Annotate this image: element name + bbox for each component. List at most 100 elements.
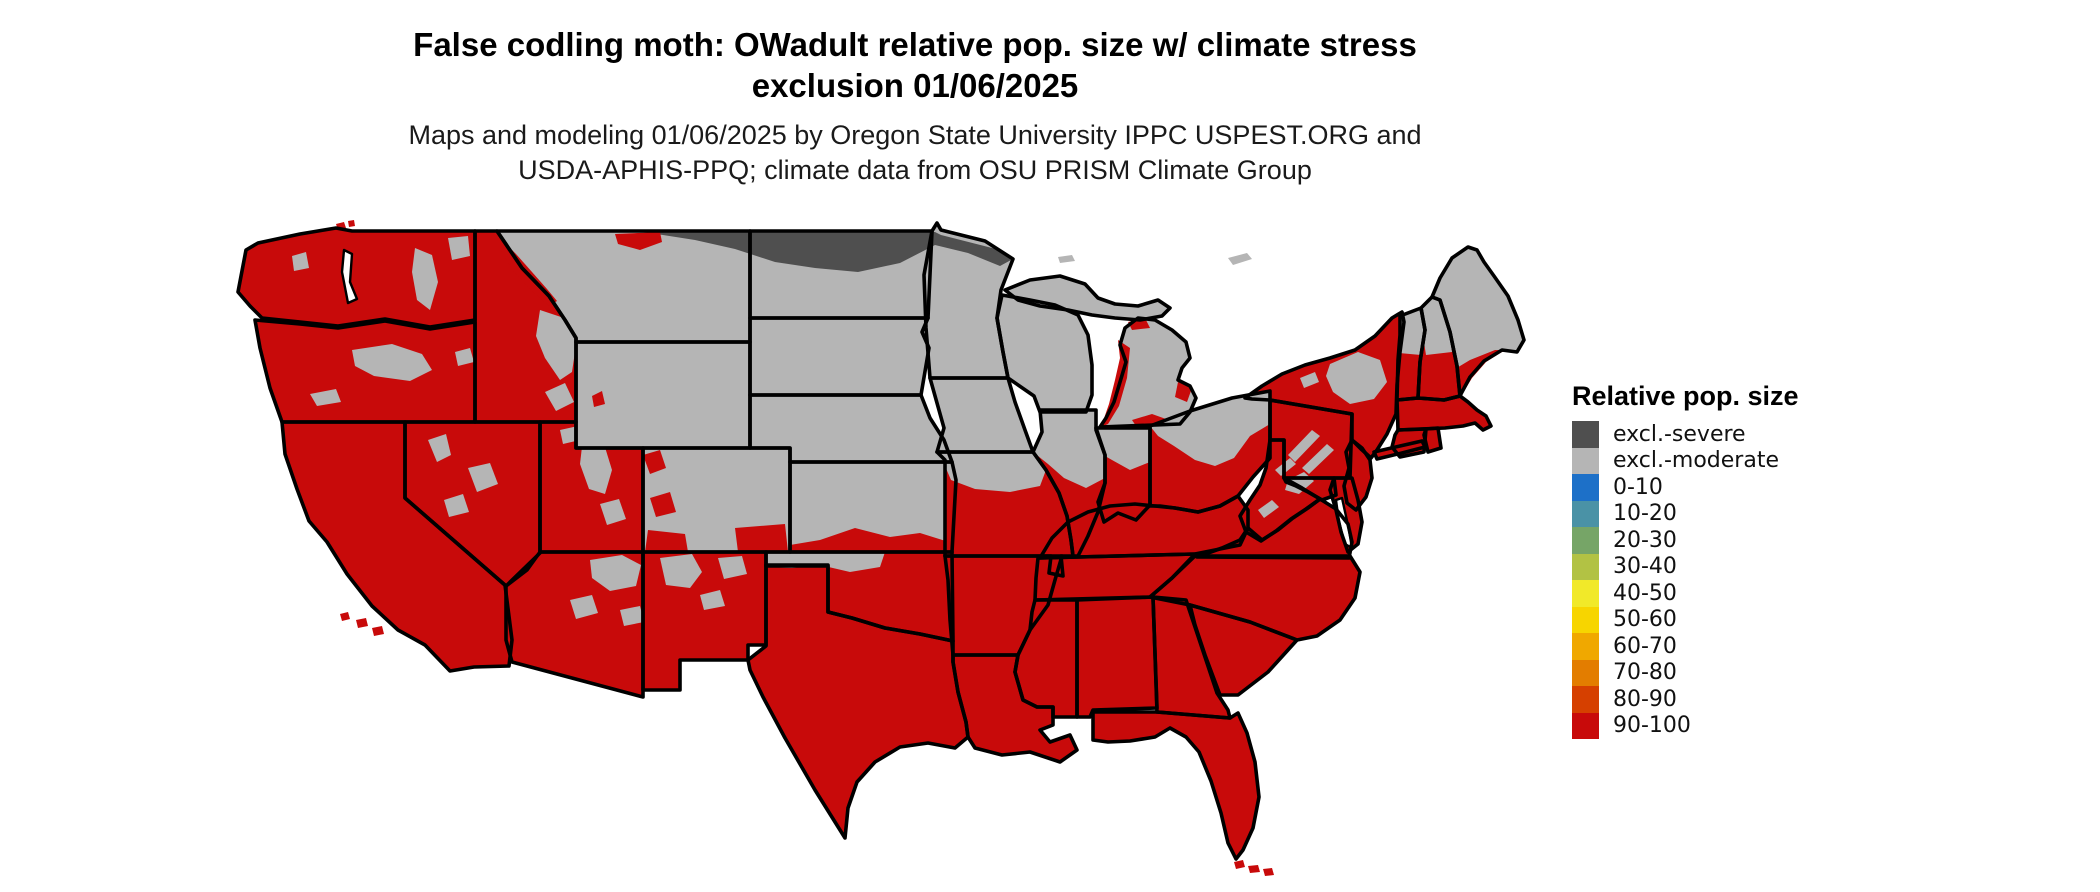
map-legend: Relative pop. size excl.-severe excl.-mod… [1572, 381, 1892, 739]
legend-swatch [1572, 580, 1599, 607]
terrain-patch-nv-2 [468, 463, 498, 492]
legend-swatch [1572, 474, 1599, 501]
terrain-patch-az-1 [590, 555, 641, 591]
terrain-patch-az-2 [570, 595, 598, 619]
terrain-patch-ut-1 [580, 438, 612, 494]
legend-label: 80-90 [1613, 686, 1677, 712]
legend-swatch [1572, 712, 1599, 739]
legend-label: 50-60 [1613, 607, 1677, 633]
legend-label: 10-20 [1613, 501, 1677, 527]
hot-patch-mt-north [615, 232, 662, 250]
subtitle-line-1: Maps and modeling 01/06/2025 by Oregon S… [408, 120, 1422, 150]
legend-label: 70-80 [1613, 660, 1677, 686]
state-south-dakota [750, 318, 929, 395]
island-speck-channel-2 [372, 626, 384, 636]
hot-patch-co-w1 [643, 450, 666, 474]
island-speck-keys-1 [1234, 860, 1245, 869]
legend-swatch [1572, 500, 1599, 527]
state-new-mexico [643, 552, 766, 690]
legend-title: Relative pop. size [1572, 381, 1799, 411]
legend-item: 60-70 [1572, 633, 1892, 660]
terrain-patch-wa-ne [448, 236, 470, 260]
terrain-patch-or-2 [310, 389, 341, 406]
figure-title: False codling moth: OWadult relative pop… [0, 24, 1830, 106]
legend-item: 40-50 [1572, 580, 1892, 607]
terrain-patch-il-north [1033, 410, 1105, 488]
legend-label: excl.-severe [1613, 421, 1746, 447]
hot-patch-wy-sw [592, 391, 605, 407]
terrain-patch-wa-olympic [292, 252, 309, 271]
terrain-patch-mo-north [937, 452, 1046, 492]
terrain-patch-in-north [1096, 428, 1150, 470]
hot-patch-co-sw [645, 530, 688, 552]
ontario-wisp [1228, 253, 1252, 265]
terrain-patch-nv-3 [444, 494, 469, 517]
state-washington [238, 228, 475, 327]
legend-label: 60-70 [1613, 633, 1677, 659]
legend-item: 80-90 [1572, 686, 1892, 713]
terrain-patch-nm-3 [700, 590, 725, 610]
legend-label: excl.-moderate [1613, 448, 1779, 474]
legend-label: 30-40 [1613, 554, 1677, 580]
legend-item: 0-10 [1572, 474, 1892, 501]
island-speck-channel-1 [356, 618, 368, 628]
island-speck-keys-2 [1248, 865, 1260, 873]
legend-swatch [1572, 527, 1599, 554]
title-line-2: exclusion 01/06/2025 [751, 67, 1079, 104]
terrain-patch-pa-ridge-2 [1302, 444, 1334, 474]
terrain-patch-id-1 [536, 310, 576, 380]
hot-patch-me-coast [1420, 350, 1515, 401]
legend-label: 0-10 [1613, 474, 1663, 500]
title-line-1: False codling moth: OWadult relative pop… [413, 26, 1417, 63]
hot-patch-co-se [735, 524, 788, 552]
terrain-patch-nm-1 [660, 554, 702, 588]
terrain-patch-vt-north [1399, 308, 1425, 355]
legend-label: 90-100 [1613, 713, 1691, 739]
terrain-patch-ny-catskills [1300, 372, 1319, 388]
legend-swatch [1572, 633, 1599, 660]
terrain-patch-nm-2 [718, 556, 747, 579]
legend-item: 10-20 [1572, 500, 1892, 527]
legend-swatch [1572, 659, 1599, 686]
legend-item: 90-100 [1572, 712, 1892, 739]
terrain-patch-nh-north [1421, 297, 1452, 355]
terrain-patch-or-1 [352, 344, 432, 381]
legend-swatch [1572, 421, 1599, 448]
island-speck-keys-3 [1263, 868, 1274, 876]
state-florida [1093, 712, 1259, 859]
terrain-patch-wa-cascades [412, 248, 438, 310]
state-alabama [1077, 597, 1157, 717]
island-speck-san-juan-2 [348, 220, 355, 227]
terrain-patch-id-2 [545, 383, 574, 411]
terrain-patch-or-3 [455, 348, 474, 366]
terrain-patch-nv-1 [428, 434, 451, 462]
severe-exclusion-band [640, 232, 1011, 272]
isle-royale [1058, 255, 1075, 263]
terrain-patch-ny-adirondacks [1326, 352, 1387, 404]
puget-sound [340, 248, 359, 305]
legend-swatch [1572, 447, 1599, 474]
legend-swatch [1572, 686, 1599, 713]
hot-patch-ks-south [790, 528, 952, 552]
legend-label: 20-30 [1613, 527, 1677, 553]
legend-item: 30-40 [1572, 553, 1892, 580]
terrain-patch-ut-2 [600, 499, 626, 525]
terrain-patch-oh-north [1150, 391, 1270, 466]
terrain-patch-az-3 [620, 606, 644, 626]
terrain-patch-pa-ridge-1 [1288, 430, 1320, 462]
legend-swatch [1572, 553, 1599, 580]
island-speck-channel-3 [340, 612, 350, 621]
figure-subtitle: Maps and modeling 01/06/2025 by Oregon S… [0, 118, 1830, 188]
legend-label: 40-50 [1613, 580, 1677, 606]
legend-item: 70-80 [1572, 659, 1892, 686]
hot-patch-mi-shore [1101, 340, 1130, 427]
legend-item: 20-30 [1572, 527, 1892, 554]
legend-item: excl.-moderate [1572, 447, 1892, 474]
legend-item: 50-60 [1572, 606, 1892, 633]
hot-patch-co-w2 [650, 492, 676, 517]
legend-item: excl.-severe [1572, 421, 1892, 448]
subtitle-line-2: USDA-APHIS-PPQ; climate data from OSU PR… [518, 155, 1312, 185]
legend-items: excl.-severe excl.-moderate 0-10 10-20 20-30… [1572, 421, 1892, 739]
